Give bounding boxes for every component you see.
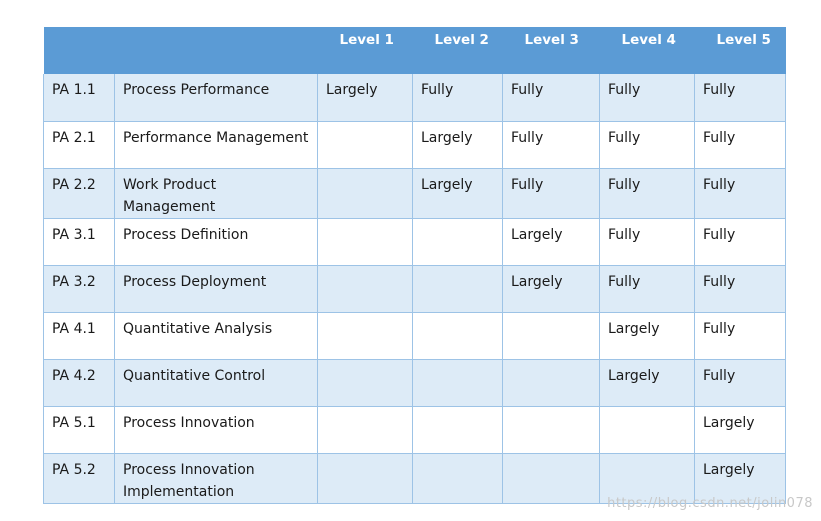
watermark-text: https://blog.csdn.net/jolin078 — [607, 496, 813, 511]
cell-pa-id: PA 2.2 — [43, 168, 115, 219]
cell-level-3 — [502, 359, 600, 407]
cell-level-4: Fully — [599, 218, 695, 266]
cell-level-2: Fully — [412, 74, 503, 122]
cell-level-4 — [599, 453, 695, 504]
cell-level-5: Fully — [694, 74, 786, 122]
table-row: PA 4.1 Quantitative Analysis Largely Ful… — [43, 312, 786, 360]
cell-pa-id: PA 3.2 — [43, 265, 115, 313]
cell-level-1 — [317, 218, 413, 266]
cell-pa-id: PA 5.2 — [43, 453, 115, 504]
cell-level-3: Largely — [502, 265, 600, 313]
header-level-2: Level 2 — [412, 27, 503, 74]
cell-level-5: Fully — [694, 168, 786, 219]
cell-pa-name: Process Performance — [114, 74, 318, 122]
cell-level-1 — [317, 121, 413, 169]
cell-level-1 — [317, 168, 413, 219]
cell-level-2 — [412, 406, 503, 454]
header-level-1: Level 1 — [317, 27, 413, 74]
cell-level-2 — [412, 265, 503, 313]
header-row: Level 1 Level 2 Level 3 Level 4 Level 5 — [43, 27, 786, 74]
table-row: PA 4.2 Quantitative Control Largely Full… — [43, 359, 786, 407]
table-row: PA 5.2 Process Innovation Implementation… — [43, 453, 786, 504]
cell-pa-name: Process Deployment — [114, 265, 318, 313]
cell-level-5: Fully — [694, 312, 786, 360]
cell-level-3: Fully — [502, 74, 600, 122]
cell-pa-name: Work Product Management — [114, 168, 318, 219]
cell-level-2: Largely — [412, 121, 503, 169]
cell-level-4: Fully — [599, 74, 695, 122]
cell-pa-id: PA 2.1 — [43, 121, 115, 169]
cell-level-4: Fully — [599, 121, 695, 169]
cell-pa-name: Process Definition — [114, 218, 318, 266]
header-level-4: Level 4 — [599, 27, 695, 74]
table-row: PA 5.1 Process Innovation Largely — [43, 406, 786, 454]
cell-pa-id: PA 3.1 — [43, 218, 115, 266]
cell-level-4 — [599, 406, 695, 454]
cell-level-4: Fully — [599, 168, 695, 219]
cell-level-3 — [502, 406, 600, 454]
table-row: PA 3.2 Process Deployment Largely Fully … — [43, 265, 786, 313]
cell-pa-id: PA 4.2 — [43, 359, 115, 407]
cell-pa-name: Quantitative Analysis — [114, 312, 318, 360]
cell-level-3 — [502, 453, 600, 504]
cell-pa-name: Quantitative Control — [114, 359, 318, 407]
cell-level-1 — [317, 265, 413, 313]
cell-level-4: Fully — [599, 265, 695, 313]
cell-level-4: Largely — [599, 359, 695, 407]
header-cell-name — [114, 27, 318, 74]
cell-pa-name: Process Innovation — [114, 406, 318, 454]
header-level-3: Level 3 — [502, 27, 600, 74]
table-row: PA 1.1 Process Performance Largely Fully… — [43, 74, 786, 122]
cell-pa-name: Process Innovation Implementation — [114, 453, 318, 504]
cell-level-3: Fully — [502, 168, 600, 219]
cell-pa-id: PA 5.1 — [43, 406, 115, 454]
cell-level-1 — [317, 453, 413, 504]
table-row: PA 2.1 Performance Management Largely Fu… — [43, 121, 786, 169]
cell-level-3: Largely — [502, 218, 600, 266]
process-attribute-table-container: Level 1 Level 2 Level 3 Level 4 Level 5 … — [43, 27, 786, 504]
cell-level-5: Fully — [694, 265, 786, 313]
cell-level-5: Fully — [694, 121, 786, 169]
cell-level-2 — [412, 359, 503, 407]
process-attribute-table: Level 1 Level 2 Level 3 Level 4 Level 5 … — [43, 27, 786, 504]
header-level-5: Level 5 — [694, 27, 786, 74]
cell-level-5: Largely — [694, 406, 786, 454]
cell-level-4: Largely — [599, 312, 695, 360]
cell-pa-name: Performance Management — [114, 121, 318, 169]
table-body: PA 1.1 Process Performance Largely Fully… — [43, 74, 786, 504]
cell-level-1 — [317, 359, 413, 407]
table-row: PA 3.1 Process Definition Largely Fully … — [43, 218, 786, 266]
cell-level-2 — [412, 312, 503, 360]
table-header: Level 1 Level 2 Level 3 Level 4 Level 5 — [43, 27, 786, 74]
cell-level-3: Fully — [502, 121, 600, 169]
cell-level-1: Largely — [317, 74, 413, 122]
cell-pa-id: PA 1.1 — [43, 74, 115, 122]
cell-level-2: Largely — [412, 168, 503, 219]
cell-level-2 — [412, 453, 503, 504]
cell-level-1 — [317, 312, 413, 360]
header-cell-id — [43, 27, 115, 74]
cell-pa-id: PA 4.1 — [43, 312, 115, 360]
cell-level-3 — [502, 312, 600, 360]
table-row: PA 2.2 Work Product Management Largely F… — [43, 168, 786, 219]
cell-level-5: Fully — [694, 218, 786, 266]
cell-level-2 — [412, 218, 503, 266]
cell-level-5: Largely — [694, 453, 786, 504]
cell-level-5: Fully — [694, 359, 786, 407]
cell-level-1 — [317, 406, 413, 454]
